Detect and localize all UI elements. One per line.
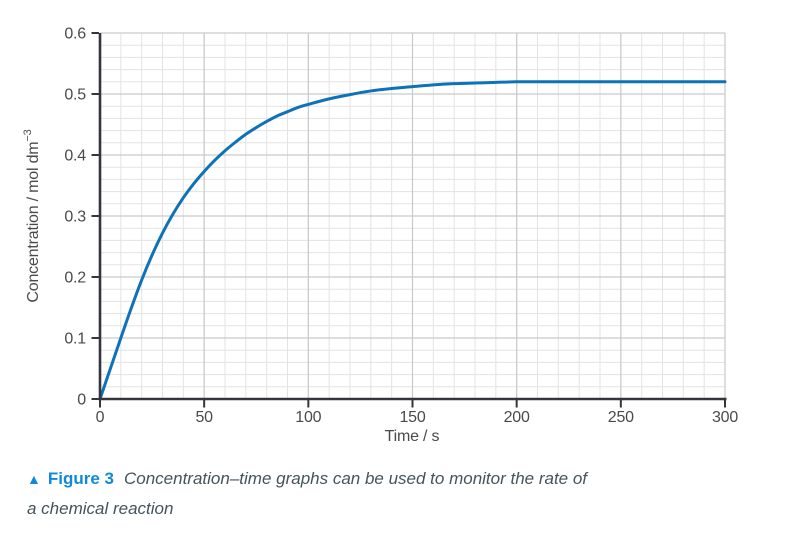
y-tick-label: 0.6 <box>64 26 86 43</box>
y-tick-label: 0.3 <box>64 209 86 226</box>
axis-layer <box>98 33 727 401</box>
tick-layer: 0 50 100 150 200 250 300 0 0.1 0.2 0.3 0.4 0.5 0.6 <box>64 26 738 427</box>
x-tick-label: 300 <box>712 409 738 426</box>
y-axis-title-superscript: −3 <box>22 129 34 141</box>
figure-triangle-icon: ▲ <box>27 471 41 487</box>
y-tick-label: 0.4 <box>64 148 86 165</box>
x-tick-label: 50 <box>195 409 213 426</box>
y-axis-title-base: Concentration / mol dm <box>25 142 42 303</box>
figure-label: Figure 3 <box>47 469 114 488</box>
figure-caption: ▲ Figure 3 Concentration–time graphs can b… <box>27 464 717 523</box>
y-axis-title: Concentration / mol dm−3 <box>22 129 42 302</box>
y-tick-label: 0.1 <box>64 331 86 348</box>
concentration-curve <box>98 80 727 401</box>
y-tick-label: 0 <box>77 392 86 409</box>
x-tick-label: 250 <box>608 409 634 426</box>
x-tick-label: 0 <box>96 409 105 426</box>
curve-layer <box>98 80 727 401</box>
y-tick-label: 0.5 <box>64 87 86 104</box>
figure-caption-line2: a chemical reaction <box>27 499 174 518</box>
x-tick-label: 200 <box>504 409 530 426</box>
x-tick-label: 100 <box>295 409 321 426</box>
concentration-time-chart: 0 50 100 150 200 250 300 0 0.1 0.2 0.3 0.4 0.5 0.6 Ti… <box>22 26 739 446</box>
x-tick-label: 150 <box>399 409 425 426</box>
figure-caption-line1: Concentration–time graphs can be used to… <box>123 469 588 488</box>
y-tick-label: 0.2 <box>64 270 86 287</box>
x-axis-title: Time / s <box>385 428 440 445</box>
